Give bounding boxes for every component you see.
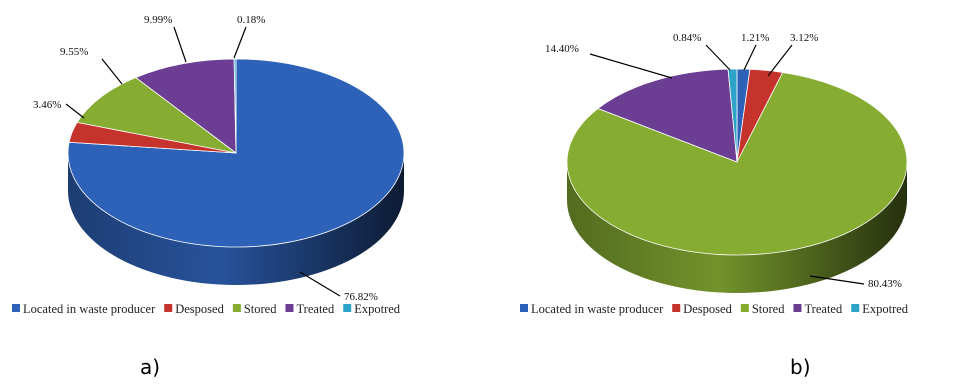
chart-caption: a) [140,355,160,379]
legend-swatch-expotred [343,304,352,312]
legend-swatch-stored [232,304,241,312]
legend-swatch-stored [740,304,749,312]
data-label-expotred: 0.84% [673,32,701,44]
data-label-treated: 14.40% [545,43,579,55]
data-label-treated: 9.99% [144,14,172,26]
data-label-stored: 80.43% [868,278,902,290]
legend-swatch-treated [285,304,294,312]
data-label-located-in-waste-producer: 1.21% [741,32,769,44]
pie-slice-expotred [233,58,237,154]
pie-side-located-in-waste-producer [68,153,404,285]
pie-slice-treated [135,58,237,154]
legend-swatch-treated [793,304,802,312]
leader-line-stored [809,275,865,285]
data-label-stored: 9.55% [60,46,88,58]
leader-line-located-in-waste-producer [299,271,341,297]
data-label-located-in-waste-producer: 76.82% [344,291,378,303]
leader-line-located-in-waste-producer [743,44,757,71]
pie-side-stored [567,162,907,293]
pie-slice-located-in-waste-producer [67,58,405,248]
legend-swatch-desposed [672,304,681,312]
leader-line-desposed [65,103,85,119]
data-label-desposed: 3.12% [790,32,818,44]
legend-label-desposed: Desposed [683,302,732,316]
legend-swatch-desposed [164,304,173,312]
leader-line-treated [173,26,187,63]
legend-swatch-located-in-waste-producer [12,304,20,312]
pie-slice-expotred [727,68,738,163]
legend-label-stored: Stored [752,302,785,316]
leader-line-expotred [233,26,247,59]
pie-chart-a: 76.82% 3.46% 9.55% 9.99% 0.18% Located in was… [12,14,405,379]
pie-chart-b: 1.21% 3.12% 80.43% 14.40% 0.84% Located in wa… [520,32,909,379]
legend-label-desposed: Desposed [175,302,224,316]
leader-line-expotred [705,44,731,71]
legend-label-expotred: Expotred [354,302,401,316]
legend-label-located-in-waste-producer: Located in waste producer [23,302,156,316]
leader-line-treated [589,53,673,79]
legend-label-treated: Treated [296,302,334,316]
leader-line-stored [101,58,123,85]
leader-line-desposed [767,44,793,77]
legend-swatch-expotred [851,304,860,312]
pie-slice-stored [566,71,908,256]
data-label-desposed: 3.46% [33,99,61,111]
data-label-expotred: 0.18% [237,14,265,26]
legend-label-located-in-waste-producer: Located in waste producer [531,302,664,316]
legend-label-stored: Stored [244,302,277,316]
legend-swatch-located-in-waste-producer [520,304,528,312]
legend-label-expotred: Expotred [862,302,909,316]
legend-label-treated: Treated [804,302,842,316]
pie-slice-treated [597,68,738,163]
pie-slice-stored [76,77,237,154]
chart-caption: b) [790,355,811,379]
